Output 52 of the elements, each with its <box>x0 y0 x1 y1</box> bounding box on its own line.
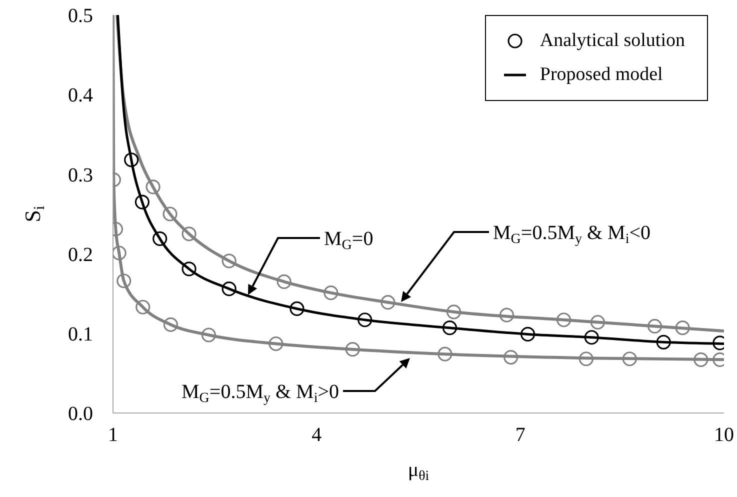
point <box>590 314 606 330</box>
y-tick-label: 0.0 <box>68 403 93 426</box>
point <box>116 274 132 288</box>
point <box>290 301 304 316</box>
point <box>578 352 594 366</box>
point <box>520 326 536 342</box>
point <box>152 231 168 246</box>
point <box>222 254 236 268</box>
point <box>442 320 458 336</box>
y-tick-label: 0.5 <box>68 5 93 28</box>
point <box>163 317 178 332</box>
y-tick-label: 0.3 <box>68 164 93 186</box>
point <box>182 262 196 276</box>
legend-label: Proposed model <box>540 64 663 86</box>
point <box>446 304 462 320</box>
point <box>182 226 196 242</box>
x-tick-label: 7 <box>515 424 526 446</box>
point <box>345 342 360 357</box>
point <box>556 312 572 328</box>
point <box>162 206 178 222</box>
point <box>622 352 637 366</box>
x-tick-label: 4 <box>312 424 322 446</box>
point <box>268 336 284 352</box>
x-axis-title: μ$_{θi}$ <box>408 459 430 484</box>
y-tick-label: 0.2 <box>68 244 93 266</box>
y-tick-label: 0.4 <box>68 84 93 107</box>
point <box>647 318 662 334</box>
annotation: M$_{G}$=0.5M$_{y}$ & M$_{i}$>0 <box>182 381 339 406</box>
point <box>124 152 139 168</box>
point <box>380 295 396 310</box>
point <box>584 330 599 345</box>
y-tick-label: 0.1 <box>68 324 93 346</box>
point <box>146 180 160 194</box>
point <box>675 320 690 336</box>
point <box>694 352 708 367</box>
point <box>656 334 671 350</box>
point <box>134 194 150 210</box>
point <box>201 328 216 342</box>
point <box>438 346 452 362</box>
point <box>276 274 292 289</box>
point <box>136 300 150 314</box>
point <box>499 308 514 322</box>
point <box>358 312 372 328</box>
point <box>324 286 338 300</box>
annotation: M$_{G}$=0.5M$_{y}$ & M$_{i}$<0 <box>493 222 650 246</box>
point <box>113 246 126 260</box>
x-tick-label: 1 <box>108 424 118 446</box>
x-tick-label: 10 <box>714 424 734 446</box>
point <box>504 350 518 365</box>
legend-label: Analytical solution <box>540 30 685 52</box>
point <box>222 282 236 296</box>
annotation: M$_{G}$=0 <box>324 228 374 252</box>
